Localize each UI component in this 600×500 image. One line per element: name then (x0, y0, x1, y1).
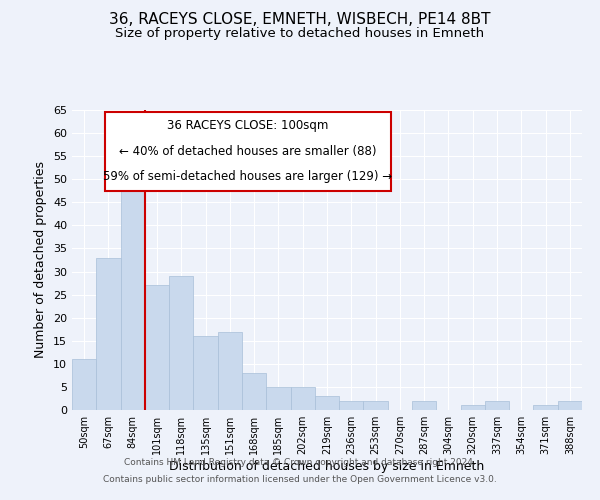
Y-axis label: Number of detached properties: Number of detached properties (34, 162, 47, 358)
Text: 36, RACEYS CLOSE, EMNETH, WISBECH, PE14 8BT: 36, RACEYS CLOSE, EMNETH, WISBECH, PE14 … (109, 12, 491, 28)
Bar (290, 387, 315, 410)
Bar (339, 401, 364, 410)
Bar (485, 401, 509, 410)
FancyBboxPatch shape (105, 112, 391, 191)
Bar (242, 373, 266, 410)
Text: Size of property relative to detached houses in Emneth: Size of property relative to detached ho… (115, 28, 485, 40)
Bar (558, 401, 582, 410)
Bar (72, 359, 96, 410)
Bar (315, 396, 339, 410)
Bar (364, 401, 388, 410)
Text: ← 40% of detached houses are smaller (88): ← 40% of detached houses are smaller (88… (119, 145, 377, 158)
Bar (169, 276, 193, 410)
Bar (121, 161, 145, 410)
Bar (533, 406, 558, 410)
Text: Contains HM Land Registry data © Crown copyright and database right 2024.: Contains HM Land Registry data © Crown c… (124, 458, 476, 467)
X-axis label: Distribution of detached houses by size in Emneth: Distribution of detached houses by size … (169, 460, 485, 473)
Bar (96, 258, 121, 410)
Bar (266, 387, 290, 410)
Text: 36 RACEYS CLOSE: 100sqm: 36 RACEYS CLOSE: 100sqm (167, 120, 329, 132)
Bar (193, 336, 218, 410)
Text: Contains public sector information licensed under the Open Government Licence v3: Contains public sector information licen… (103, 476, 497, 484)
Text: 59% of semi-detached houses are larger (129) →: 59% of semi-detached houses are larger (… (103, 170, 392, 183)
Bar (461, 406, 485, 410)
Bar (218, 332, 242, 410)
Bar (412, 401, 436, 410)
Bar (145, 286, 169, 410)
